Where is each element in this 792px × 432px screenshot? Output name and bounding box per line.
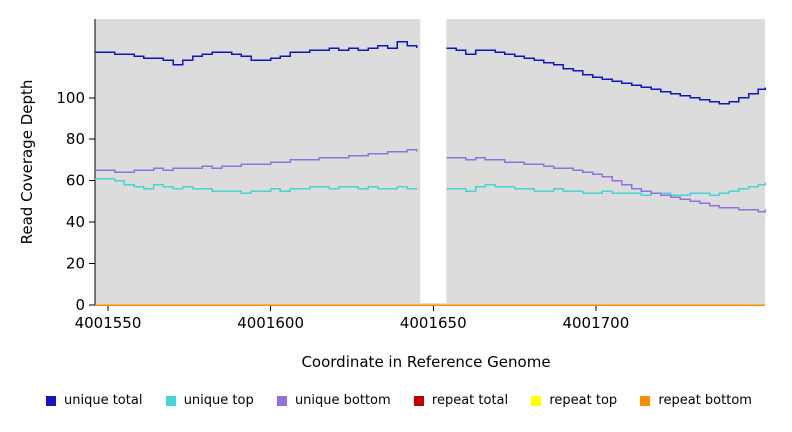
repeat-total-swatch-icon — [413, 395, 424, 406]
x-tick-label: 4001650 — [400, 314, 467, 332]
unique-top-swatch-icon — [165, 395, 176, 406]
x-axis-title: Coordinate in Reference Genome — [301, 353, 551, 371]
y-tick-label: 80 — [66, 130, 85, 148]
plot-area: 4001550 4001600 4001650 4001700 0 20 40 60 80 100 — [56, 11, 766, 332]
legend-item-unique-bottom: unique bottom — [276, 393, 391, 408]
legend-item-unique-top: unique top — [165, 393, 254, 408]
legend-label: repeat bottom — [658, 393, 752, 408]
y-tick-label: 60 — [66, 172, 85, 190]
unique-total-swatch-icon — [46, 395, 56, 406]
legend-label: unique total — [64, 393, 143, 408]
repeat-bottom-swatch-icon — [640, 395, 651, 406]
x-tick-label: 4001550 — [75, 314, 142, 332]
x-tick-label: 4001600 — [237, 314, 304, 332]
y-tick-label: 40 — [66, 213, 85, 231]
series-unique-total — [95, 41, 766, 105]
legend-item-repeat-bottom: repeat bottom — [640, 393, 752, 408]
unique-bottom-swatch-icon — [276, 395, 287, 406]
series-unique-bottom — [95, 148, 766, 213]
y-axis-title: Read Coverage Depth — [18, 79, 36, 245]
y-tick-label: 100 — [56, 89, 85, 107]
legend-item-repeat-top: repeat top — [531, 393, 617, 408]
legend: unique total unique top unique bottom repea… — [0, 393, 792, 408]
legend-item-repeat-total: repeat total — [413, 393, 509, 408]
legend-item-unique-total: unique total — [46, 393, 142, 408]
coverage-gap-band — [420, 11, 447, 303]
legend-label: repeat top — [549, 393, 618, 408]
y-tick-label: 0 — [75, 296, 85, 314]
y-tick-label: 20 — [66, 255, 85, 273]
legend-label: unique top — [183, 393, 254, 408]
series-unique-top — [95, 177, 766, 196]
legend-label: repeat total — [431, 393, 509, 408]
legend-label: unique bottom — [294, 393, 391, 408]
x-tick-label: 4001700 — [562, 314, 629, 332]
repeat-top-swatch-icon — [531, 395, 542, 406]
